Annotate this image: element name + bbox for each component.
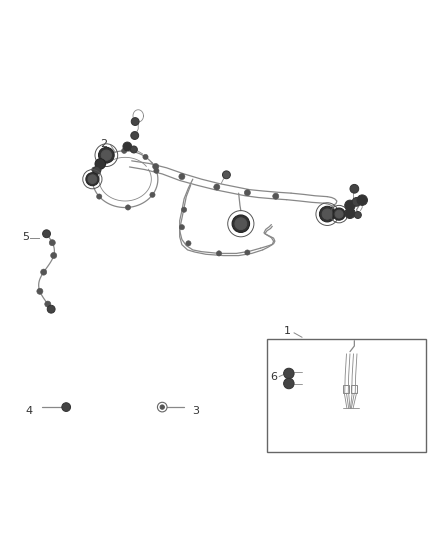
Circle shape [95, 159, 106, 169]
Circle shape [244, 190, 251, 196]
Circle shape [179, 224, 184, 230]
Circle shape [354, 212, 361, 219]
Bar [343, 385, 349, 393]
Circle shape [235, 218, 247, 230]
Circle shape [357, 195, 367, 205]
Circle shape [131, 118, 139, 125]
Circle shape [86, 173, 99, 185]
Circle shape [37, 288, 43, 294]
Circle shape [152, 164, 159, 169]
Circle shape [45, 301, 51, 307]
Circle shape [181, 207, 187, 212]
Circle shape [125, 205, 131, 210]
Circle shape [93, 166, 101, 174]
Circle shape [154, 168, 159, 173]
Text: 3: 3 [192, 406, 199, 416]
Circle shape [42, 230, 50, 238]
Circle shape [232, 215, 250, 232]
Circle shape [245, 250, 250, 255]
Circle shape [150, 192, 155, 197]
Circle shape [214, 184, 220, 190]
Text: 4: 4 [25, 406, 32, 416]
Circle shape [47, 305, 55, 313]
Circle shape [333, 208, 345, 220]
Circle shape [99, 147, 114, 163]
Text: 2: 2 [101, 139, 108, 149]
Circle shape [101, 150, 111, 160]
Text: 6: 6 [271, 372, 278, 382]
Text: 1: 1 [284, 326, 291, 336]
Circle shape [122, 148, 127, 154]
Bar [267, 338, 426, 452]
Circle shape [284, 378, 294, 389]
Circle shape [131, 146, 138, 153]
Circle shape [216, 251, 222, 256]
Circle shape [350, 184, 359, 193]
Circle shape [345, 208, 355, 219]
Text: 5: 5 [22, 232, 29, 242]
Circle shape [62, 403, 71, 411]
Circle shape [143, 155, 148, 159]
Circle shape [88, 175, 97, 183]
Circle shape [345, 200, 355, 211]
Circle shape [41, 269, 47, 275]
Circle shape [92, 167, 97, 172]
Circle shape [284, 368, 294, 379]
Circle shape [322, 209, 332, 219]
Circle shape [179, 174, 185, 180]
Circle shape [49, 240, 55, 246]
Circle shape [335, 210, 343, 218]
Circle shape [160, 405, 164, 409]
Circle shape [223, 171, 230, 179]
Circle shape [123, 142, 132, 151]
Circle shape [131, 132, 139, 140]
Circle shape [186, 241, 191, 246]
Circle shape [273, 193, 279, 199]
Circle shape [51, 253, 57, 259]
Bar [351, 385, 357, 393]
Circle shape [319, 206, 335, 222]
Circle shape [352, 198, 361, 206]
Circle shape [97, 194, 102, 199]
